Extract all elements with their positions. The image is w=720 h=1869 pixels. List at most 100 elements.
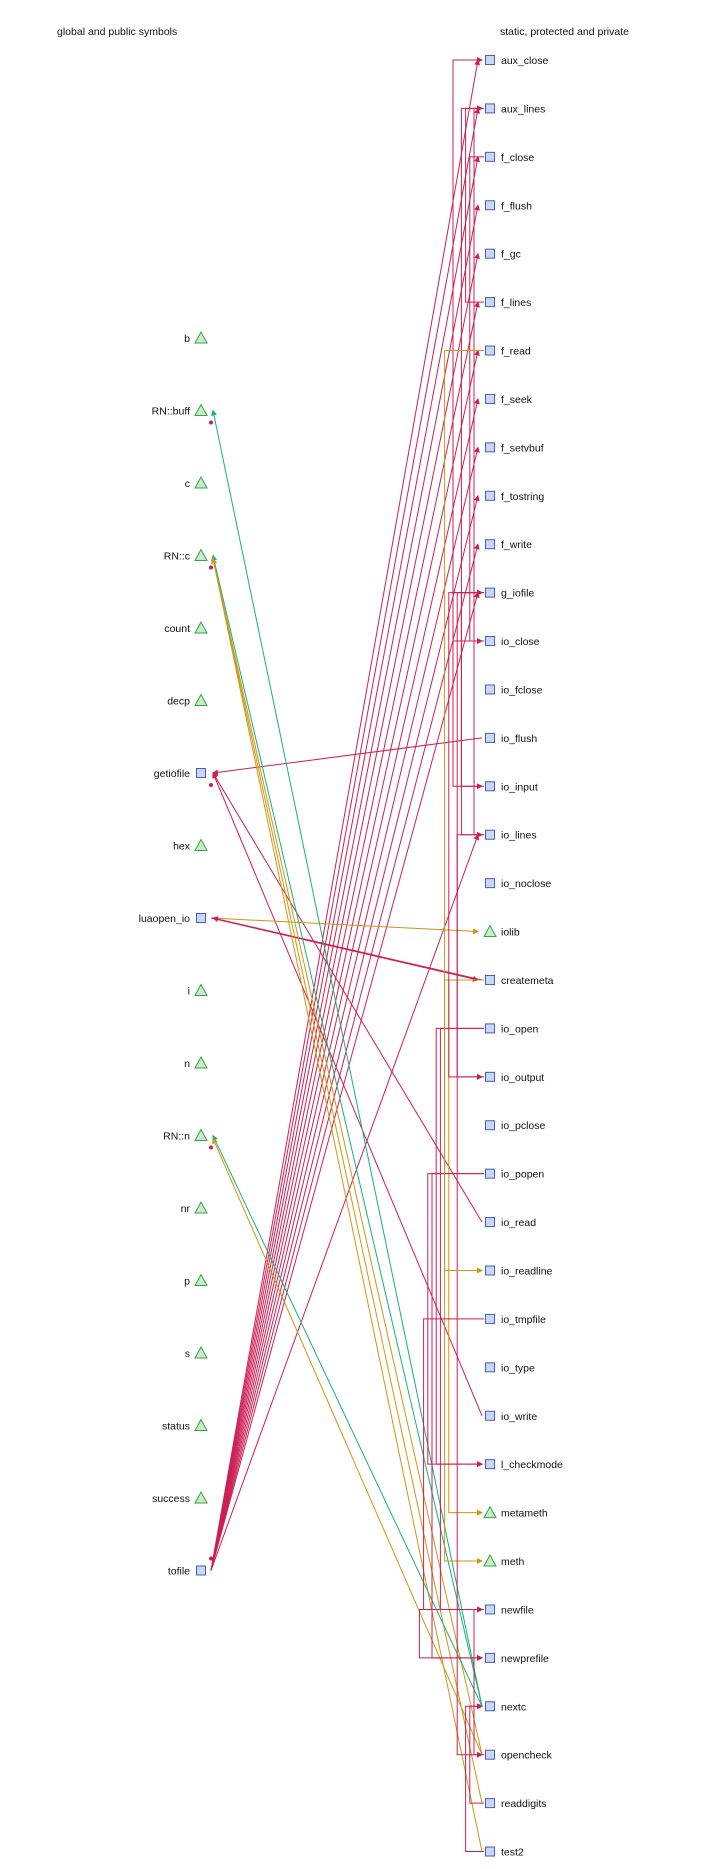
function-box-icon — [485, 781, 495, 792]
variable-triangle-icon — [194, 1128, 208, 1141]
function-box-icon — [485, 200, 495, 211]
edge-tofile-to-f-flush — [210, 204, 480, 1571]
left-symbol-c[interactable]: c — [185, 475, 208, 490]
right-symbol-f-tostring[interactable]: f_tostring — [485, 490, 545, 503]
left-symbol-success[interactable]: success — [152, 1490, 208, 1505]
right-symbol-io-fclose[interactable]: io_fclose — [485, 684, 543, 696]
left-symbol-b[interactable]: b — [184, 330, 208, 345]
right-symbol-g-iofile[interactable]: g_iofile — [485, 587, 535, 600]
function-box-icon — [485, 684, 495, 695]
right-symbol-io-open[interactable]: io_open — [485, 1023, 539, 1035]
variable-triangle-icon — [194, 1273, 208, 1286]
left-symbol-status[interactable]: status — [162, 1418, 208, 1433]
function-box-icon — [485, 55, 495, 65]
right-symbol-io-noclose[interactable]: io_noclose — [485, 878, 552, 890]
function-box-icon — [485, 1846, 495, 1857]
left-symbol-decp[interactable]: decp — [167, 693, 208, 708]
right-symbol-io-flush[interactable]: io_flush — [485, 732, 538, 745]
right-symbol-readdigits[interactable]: readdigits — [485, 1798, 547, 1810]
right-symbol-label: f_setvbuf — [501, 442, 544, 454]
right-symbol-f-flush[interactable]: f_flush — [485, 200, 533, 212]
edge-createmeta-to-luaopen-io — [212, 916, 483, 981]
left-symbol-count[interactable]: count — [164, 620, 208, 635]
left-symbol-label: hex — [173, 841, 191, 853]
left-symbol-rn-c[interactable]: RN::c — [164, 548, 208, 563]
function-box-icon — [485, 1604, 495, 1615]
left-symbol-label: n — [184, 1058, 190, 1070]
function-box-icon — [485, 1652, 495, 1663]
left-symbol-n[interactable]: n — [184, 1055, 208, 1070]
function-box-icon — [485, 1798, 495, 1809]
right-symbol-io-write[interactable]: io_write — [485, 1410, 538, 1423]
variable-triangle-icon — [194, 838, 208, 851]
function-box-icon — [485, 151, 495, 162]
right-symbol-f-lines[interactable]: f_lines — [485, 297, 532, 309]
right-symbol-createmeta[interactable]: createmeta — [485, 974, 554, 987]
right-symbol-newfile[interactable]: newfile — [485, 1604, 534, 1616]
right-symbol-io-close[interactable]: io_close — [485, 636, 540, 648]
function-box-icon — [485, 829, 495, 840]
edge-tofile-to-f-tostring — [210, 494, 480, 1571]
right-symbol-label: io_pclose — [501, 1120, 546, 1132]
right-symbol-l-checkmode[interactable]: l_checkmode — [485, 1459, 564, 1471]
right-symbol-io-popen[interactable]: io_popen — [485, 1168, 545, 1181]
right-symbol-f-seek[interactable]: f_seek — [485, 393, 533, 406]
left-symbol-tofile[interactable]: tofile — [168, 1565, 206, 1578]
left-symbol-rn-buff[interactable]: RN::buff — [152, 403, 208, 418]
edge-tofile-to-f-gc — [210, 252, 480, 1571]
right-symbol-iolib[interactable]: iolib — [483, 924, 520, 939]
edge-tofile-to-f-seek — [210, 397, 480, 1571]
right-symbol-f-close[interactable]: f_close — [485, 151, 535, 164]
right-symbol-io-lines[interactable]: io_lines — [485, 829, 537, 842]
function-box-icon — [196, 1565, 206, 1576]
function-box-icon — [485, 1168, 495, 1179]
edge-tofile-to-aux-lines — [210, 107, 481, 1571]
right-symbol-label: nextc — [501, 1701, 526, 1713]
left-symbol-luaopen-io[interactable]: luaopen_io — [139, 913, 206, 925]
right-symbol-label: io_popen — [501, 1169, 544, 1181]
left-symbol-getiofile[interactable]: getiofile — [154, 768, 206, 780]
edge-luaopen-io-to-iolib — [210, 917, 479, 935]
right-symbol-io-pclose[interactable]: io_pclose — [485, 1120, 546, 1132]
edge-nextc-to-rn-n — [212, 1134, 483, 1707]
right-symbol-label: io_close — [501, 636, 540, 648]
right-column-header: static, protected and private — [500, 26, 629, 38]
right-symbol-label: newfile — [501, 1604, 534, 1616]
left-symbol-rn-n[interactable]: RN::n — [163, 1128, 208, 1143]
left-symbol-label: s — [185, 1348, 190, 1360]
right-symbol-f-read[interactable]: f_read — [485, 345, 531, 358]
function-box-icon — [485, 636, 495, 647]
right-symbol-aux-lines[interactable]: aux_lines — [485, 103, 546, 115]
left-symbol-s[interactable]: s — [185, 1345, 208, 1360]
right-symbol-meth[interactable]: meth — [483, 1553, 525, 1568]
left-symbol-label: status — [162, 1421, 190, 1433]
right-symbol-label: f_tostring — [501, 491, 544, 503]
right-symbol-metameth[interactable]: metameth — [483, 1505, 548, 1520]
left-symbol-nr[interactable]: nr — [181, 1200, 208, 1215]
function-box-icon — [485, 878, 495, 889]
right-symbol-test2[interactable]: test2 — [485, 1846, 524, 1859]
left-symbol-label: c — [185, 478, 190, 490]
right-symbol-io-tmpfile[interactable]: io_tmpfile — [485, 1313, 547, 1326]
right-symbol-nextc[interactable]: nextc — [485, 1701, 527, 1713]
left-symbol-i[interactable]: i — [188, 983, 208, 998]
function-box-icon — [196, 913, 206, 923]
left-symbol-p[interactable]: p — [184, 1273, 208, 1288]
right-symbol-f-setvbuf[interactable]: f_setvbuf — [485, 442, 544, 454]
right-symbol-f-gc[interactable]: f_gc — [485, 248, 521, 261]
right-symbol-io-input[interactable]: io_input — [485, 781, 538, 793]
variable-triangle-icon — [194, 1055, 208, 1069]
right-symbol-io-type[interactable]: io_type — [485, 1362, 536, 1374]
right-symbol-io-output[interactable]: io_output — [485, 1071, 545, 1084]
right-symbol-aux-close[interactable]: aux_close — [485, 55, 549, 67]
edge-tofile-to-f-setvbuf — [210, 446, 480, 1571]
left-symbol-hex[interactable]: hex — [173, 838, 208, 853]
right-symbol-newprefile[interactable]: newprefile — [485, 1652, 550, 1665]
right-symbol-io-readline[interactable]: io_readline — [485, 1265, 553, 1278]
right-symbol-opencheck[interactable]: opencheck — [485, 1749, 553, 1762]
right-symbol-f-write[interactable]: f_write — [485, 539, 533, 551]
edge-f-read-to-io-readline — [444, 350, 484, 1274]
variable-triangle-icon — [194, 475, 208, 489]
right-symbol-io-read[interactable]: io_read — [485, 1217, 537, 1229]
edge-io-open-to-l-checkmode — [435, 1027, 484, 1468]
